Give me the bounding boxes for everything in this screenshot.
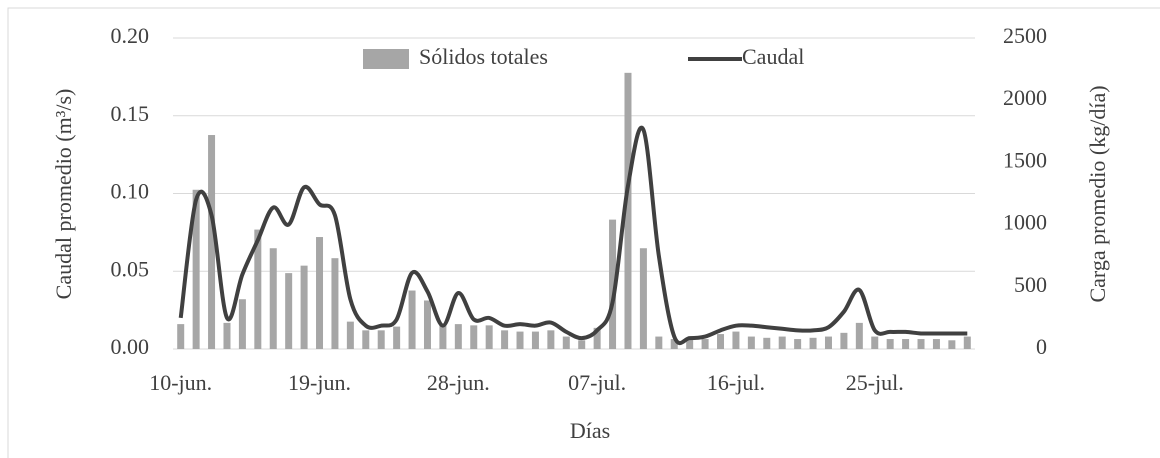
bar: [439, 325, 447, 349]
bar: [362, 330, 370, 349]
bar: [609, 219, 617, 349]
bar: [177, 324, 185, 349]
legend-label: Sólidos totales: [419, 44, 548, 69]
bar: [932, 339, 940, 349]
bar: [871, 336, 879, 349]
bar: [670, 339, 678, 349]
bar: [423, 300, 431, 349]
bar: [840, 332, 848, 349]
bar: [917, 339, 925, 349]
bar: [223, 322, 231, 349]
bar: [562, 336, 570, 349]
bar: [701, 339, 709, 349]
y-tick-label: 0.05: [111, 256, 150, 281]
bar: [778, 336, 786, 349]
bar: [763, 337, 771, 349]
bar: [902, 339, 910, 349]
bar: [578, 340, 586, 349]
bar: [208, 135, 216, 349]
bar: [316, 237, 324, 349]
bar: [192, 189, 200, 349]
bar: [454, 324, 462, 349]
bar: [593, 327, 601, 349]
x-axis-title: Días: [570, 418, 610, 443]
bar: [747, 336, 755, 349]
bar: [300, 265, 308, 349]
bar: [393, 326, 401, 349]
bar: [238, 299, 246, 349]
bar: [732, 331, 740, 349]
y2-tick-label: 1500: [1003, 147, 1047, 172]
bar: [886, 339, 894, 349]
y-axis-title: Caudal promedio (m³/s): [51, 89, 76, 300]
y2-tick-label: 2000: [1003, 85, 1047, 110]
bar: [254, 229, 262, 349]
legend-label: Caudal: [742, 44, 804, 69]
x-tick-label: 10-jun.: [149, 370, 212, 395]
bar: [809, 337, 817, 349]
y-tick-label: 0.15: [111, 101, 150, 126]
bar: [408, 290, 416, 349]
bar: [531, 331, 539, 349]
y-tick-label: 0.20: [111, 23, 150, 48]
bar: [331, 258, 339, 349]
bar: [855, 322, 863, 349]
bar: [794, 339, 802, 349]
bar: [501, 330, 509, 349]
bar: [470, 325, 478, 349]
x-tick-label: 07-jul.: [568, 370, 626, 395]
bar: [285, 273, 293, 349]
bar: [824, 336, 832, 349]
bar: [686, 339, 694, 349]
x-tick-label: 16-jul.: [707, 370, 765, 395]
bar: [269, 248, 277, 349]
y2-axis-title: Carga promedio (kg/día): [1085, 85, 1110, 302]
bar: [624, 72, 632, 349]
bar: [346, 321, 354, 349]
bar: [485, 325, 493, 349]
y2-tick-label: 0: [1036, 334, 1047, 359]
y2-tick-label: 1000: [1003, 210, 1047, 235]
y-tick-label: 0.10: [111, 179, 150, 204]
bar: [655, 336, 663, 349]
bar: [516, 331, 524, 349]
legend-swatch: [363, 49, 409, 69]
bar: [717, 334, 725, 349]
y-tick-label: 0.00: [111, 334, 150, 359]
x-tick-label: 19-jun.: [288, 370, 351, 395]
bar: [547, 330, 555, 349]
bar: [377, 330, 385, 349]
line: [178, 125, 968, 346]
x-tick-label: 28-jun.: [427, 370, 490, 395]
x-tick-label: 25-jul.: [846, 370, 904, 395]
y2-tick-label: 500: [1014, 272, 1047, 297]
bar: [639, 248, 647, 349]
bar: [948, 340, 956, 349]
chart-frame: [7, 7, 1160, 458]
y2-tick-label: 2500: [1003, 23, 1047, 48]
bar: [963, 336, 971, 349]
